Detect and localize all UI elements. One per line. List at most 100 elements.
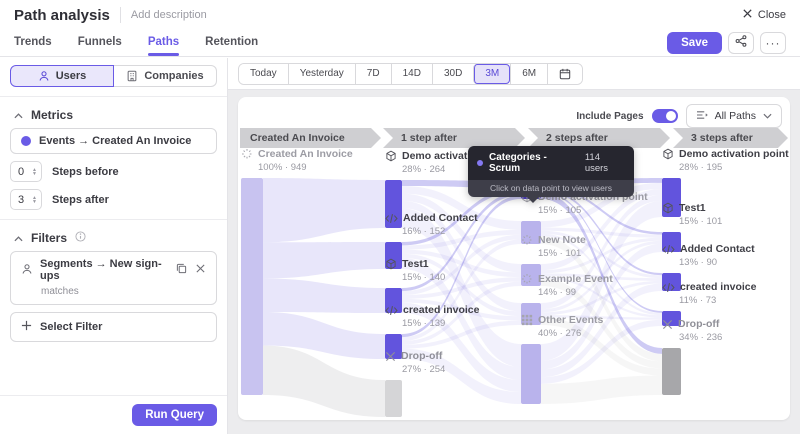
- include-pages-label: Include Pages: [576, 110, 644, 122]
- select-filter-button[interactable]: Select Filter: [10, 312, 217, 342]
- close-button[interactable]: Close: [742, 8, 786, 22]
- node-bar-test1[interactable]: [662, 232, 681, 252]
- step-header-label: 3 steps after: [691, 132, 753, 144]
- steps-after-row: 3 ▲ ▼ Steps after: [10, 189, 217, 210]
- entity-toggle-companies[interactable]: Companies: [114, 65, 217, 87]
- tab-paths[interactable]: Paths: [147, 31, 180, 56]
- node-label-test1: Test1: [662, 202, 706, 214]
- node-bar-created-invoice[interactable]: [385, 334, 402, 359]
- filter-segment-row[interactable]: Segments → New sign-ups matches: [10, 251, 217, 305]
- range-14d[interactable]: 14D: [390, 63, 432, 84]
- range-today[interactable]: Today: [239, 63, 288, 84]
- include-pages-toggle[interactable]: [651, 109, 678, 123]
- cube-event-icon: [662, 202, 674, 214]
- dropoff-icon: [662, 319, 673, 330]
- node-label-text: Added Contact: [403, 212, 478, 224]
- code-event-icon: [385, 213, 398, 224]
- node-bar-demo-activation-point[interactable]: [521, 221, 541, 244]
- copy-icon[interactable]: [176, 263, 187, 277]
- user-icon: [38, 70, 50, 82]
- filters-section-header[interactable]: Filters: [0, 229, 227, 251]
- node-label-text: Drop-off: [401, 350, 443, 362]
- range-3m[interactable]: 3M: [473, 63, 511, 84]
- node-stat: 40% · 276: [538, 328, 582, 339]
- node-bar-added-contact[interactable]: [385, 242, 402, 269]
- filters-title: Filters: [31, 231, 68, 245]
- node-stat: 34% · 236: [679, 332, 723, 343]
- node-bar-test1[interactable]: [385, 288, 402, 313]
- metrics-section-header[interactable]: Metrics: [0, 106, 227, 128]
- node-bar-drop-off[interactable]: [662, 348, 681, 395]
- steps-after-stepper[interactable]: 3 ▲ ▼: [10, 189, 42, 210]
- paths-filter-icon: [696, 110, 708, 123]
- close-icon: [742, 8, 753, 22]
- range-30d[interactable]: 30D: [431, 63, 474, 84]
- step-header-label: 1 step after: [401, 132, 458, 144]
- node-bar-demo-activation-point[interactable]: [385, 180, 402, 228]
- node-label-text: created invoice: [680, 281, 757, 293]
- cube-event-icon: [385, 258, 397, 270]
- node-label-example-event: Example Event: [521, 273, 613, 285]
- node-label-created-invoice: created invoice: [385, 304, 479, 316]
- tab-actions: Save ···: [667, 32, 786, 54]
- series-color-dot: [21, 136, 31, 146]
- close-label: Close: [757, 9, 786, 21]
- save-button[interactable]: Save: [667, 32, 722, 54]
- ellipsis-icon: ···: [765, 36, 781, 50]
- tooltip-arrow: [526, 196, 540, 203]
- node-stat: 100% · 949: [258, 162, 307, 173]
- paths-filter-select[interactable]: All Paths: [685, 104, 782, 128]
- node-stat: 15% · 101: [538, 248, 582, 259]
- node-stat: 16% · 152: [402, 226, 446, 237]
- tab-retention[interactable]: Retention: [205, 35, 259, 48]
- stepper-carets-icon[interactable]: ▲ ▼: [32, 194, 37, 205]
- node-bar-created-invoice[interactable]: [662, 311, 681, 326]
- metric-event-row[interactable]: Events → Created An Invoice: [10, 128, 217, 154]
- steps-before-stepper[interactable]: 0 ▲ ▼: [10, 161, 42, 182]
- entity-toggle-users[interactable]: Users: [10, 65, 114, 87]
- range-yesterday[interactable]: Yesterday: [287, 63, 355, 84]
- calendar-icon: [559, 68, 571, 80]
- more-options-button[interactable]: ···: [760, 32, 786, 54]
- node-bar-drop-off[interactable]: [385, 380, 402, 417]
- node-bar-added-contact[interactable]: [662, 273, 681, 291]
- range-6m[interactable]: 6M: [510, 63, 548, 84]
- chart-card: Include Pages All Paths Created An Invoi…: [238, 97, 790, 420]
- node-label-text: created invoice: [403, 304, 480, 316]
- node-label-text: Created An Invoice: [258, 148, 353, 160]
- tab-funnels[interactable]: Funnels: [77, 35, 122, 48]
- building-icon: [126, 70, 138, 82]
- add-description-button[interactable]: Add description: [130, 9, 207, 21]
- datapoint-tooltip: Categories - Scrum 114 users Click on da…: [468, 146, 634, 203]
- title-divider: [119, 7, 121, 23]
- cube-event-icon: [385, 150, 397, 162]
- plus-icon: [21, 320, 32, 334]
- node-bar-new-note[interactable]: [521, 264, 541, 286]
- node-bar-created-an-invoice[interactable]: [241, 178, 263, 395]
- node-stat: 11% · 73: [679, 295, 717, 306]
- stepper-carets-icon[interactable]: ▲ ▼: [32, 166, 37, 177]
- node-label-drop-off: Drop-off: [385, 350, 442, 362]
- tooltip-user-count: 114 users: [584, 152, 609, 174]
- chevron-up-icon: [14, 108, 23, 122]
- node-label-drop-off: Drop-off: [662, 318, 719, 330]
- sparkle-event-icon: [521, 234, 533, 246]
- range-7d[interactable]: 7D: [354, 63, 391, 84]
- filter-operator[interactable]: matches: [41, 286, 79, 297]
- node-stat: 14% · 99: [538, 287, 577, 298]
- node-label-test1: Test1: [385, 258, 429, 270]
- node-bar-other-events[interactable]: [521, 344, 541, 404]
- steps-after-label: Steps after: [52, 193, 109, 206]
- steps-after-value: 3: [18, 193, 25, 206]
- run-query-button[interactable]: Run Query: [132, 404, 217, 426]
- tab-trends[interactable]: Trends: [14, 35, 52, 48]
- node-label-other-events: Other Events: [521, 314, 603, 326]
- steps-before-label: Steps before: [52, 165, 119, 178]
- remove-filter-icon[interactable]: [195, 263, 206, 277]
- node-label-text: New Note: [538, 234, 586, 246]
- custom-date-button[interactable]: [547, 63, 583, 84]
- dropoff-icon: [385, 351, 396, 362]
- share-button[interactable]: [728, 32, 754, 54]
- toggle-knob: [665, 111, 676, 121]
